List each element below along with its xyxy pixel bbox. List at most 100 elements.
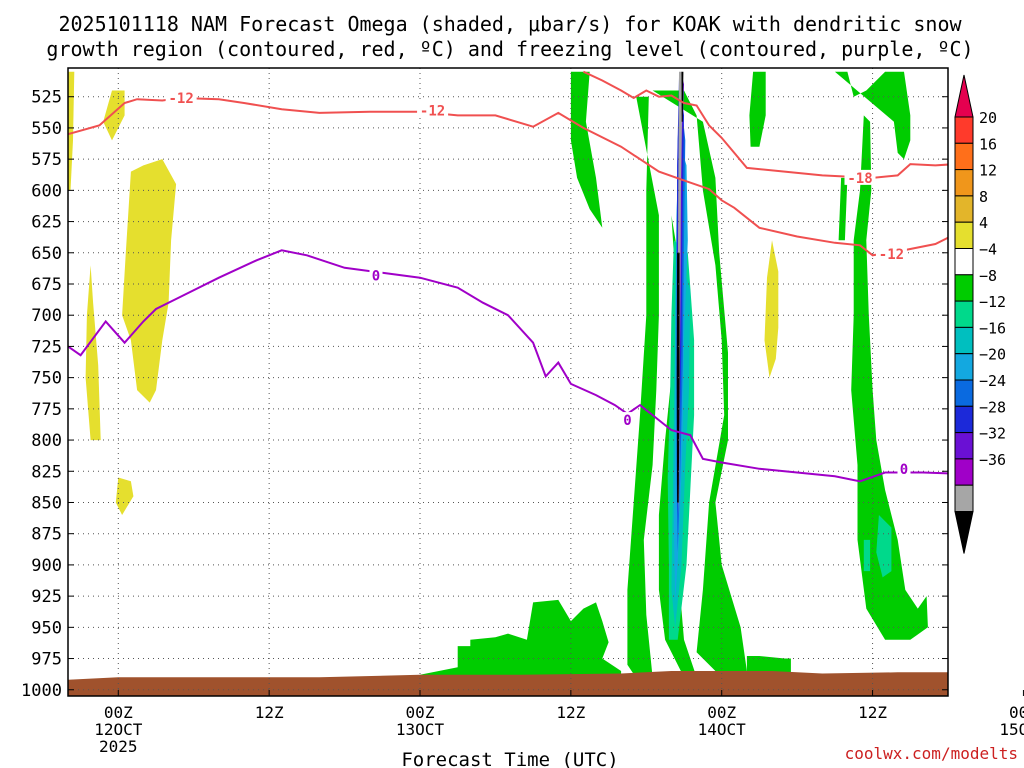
omega-region-1: [68, 71, 75, 191]
omega-region-5: [764, 240, 779, 378]
omega-region-14: [420, 599, 622, 684]
contour-label-bg-1-0: [844, 169, 876, 185]
y-tick-label-10: 775: [31, 400, 62, 420]
colorbar-segment-8: [954, 326, 974, 355]
credit-text: coolwx.com/modelts: [845, 744, 1018, 763]
x-tick-label-mid-0: 12OCT: [94, 720, 143, 739]
omega-region-13: [838, 177, 848, 241]
colorbar-segment-3: [954, 195, 974, 223]
y-tick-label-2: 575: [31, 150, 62, 170]
y-tick-label-19: 1000: [21, 681, 62, 701]
contour-label-0-0: -12: [168, 91, 193, 107]
colorbar-segment-13: [954, 458, 974, 486]
contour-label-2-1: 0: [623, 413, 631, 429]
y-tick-label-11: 800: [31, 431, 62, 451]
y-tick-label-15: 900: [31, 556, 62, 576]
colorbar-label-9: −20: [979, 346, 1006, 364]
contour-label-bg-0-1: [417, 102, 449, 118]
x-tick-label-top-6: 00Z: [1009, 703, 1024, 722]
omega-region-0: [103, 90, 125, 141]
colorbar-label-0: 20: [979, 109, 997, 127]
contour-label-bg-2-2: [897, 460, 911, 476]
plot-area: -12 -12 -12 -18 0 0 0: [68, 68, 948, 696]
colorbar-segment-6: [954, 274, 974, 302]
colorbar-segment-1: [954, 142, 974, 171]
contour-line-1: [582, 70, 948, 179]
y-tick-label-4: 625: [31, 213, 62, 233]
colorbar-label-2: 12: [979, 162, 997, 180]
omega-region-2: [122, 159, 177, 403]
colorbar-label-5: −4: [979, 241, 997, 259]
colorbar-segment-0: [954, 116, 974, 144]
x-tick-label-top-4: 00Z: [707, 703, 736, 722]
x-tick-label-mid-6: 15OCT: [999, 720, 1024, 739]
colorbar-segment-7: [954, 300, 974, 328]
omega-region-6: [570, 71, 603, 228]
colorbar-label-6: −8: [979, 267, 997, 285]
omega-region-7: [652, 90, 747, 678]
x-tick-label-top-5: 12Z: [858, 703, 887, 722]
contour-label-bg-0-0: [165, 89, 197, 105]
x-axis-label: Forecast Time (UTC): [401, 749, 618, 768]
colorbar-label-3: 8: [979, 188, 988, 206]
colorbar: 20 16 12 8 4 −4 −8 −12 −16 −20 −24 −28 −32 −36: [954, 74, 1006, 554]
x-tick-label-mid-4: 14OCT: [698, 720, 747, 739]
y-tick-label-12: 825: [31, 462, 62, 482]
contour-label-0-1: -12: [420, 103, 445, 119]
colorbar-label-12: −32: [979, 425, 1006, 443]
colorbar-label-10: −24: [979, 372, 1006, 390]
y-tick-label-14: 875: [31, 525, 62, 545]
y-tick-label-9: 750: [31, 369, 62, 389]
y-tick-label-8: 725: [31, 337, 62, 357]
contour-line-0: [68, 96, 948, 257]
colorbar-label-8: −16: [979, 319, 1006, 337]
omega-region-11: [834, 71, 911, 160]
colorbar-label-4: 4: [979, 214, 988, 232]
colorbar-label-7: −12: [979, 293, 1006, 311]
y-tick-label-0: 525: [31, 88, 62, 108]
omega-region-26: [681, 71, 684, 122]
omega-region-18: [863, 539, 871, 572]
y-tick-label-13: 850: [31, 493, 62, 513]
contour-line-2: [68, 249, 948, 483]
omega-region-17: [876, 515, 892, 578]
x-tick-label-top-2: 00Z: [406, 703, 435, 722]
colorbar-segment-9: [954, 353, 974, 381]
y-tick-label-3: 600: [31, 181, 62, 201]
x-tick-label-top-1: 12Z: [255, 703, 284, 722]
contour-label-bg-2-0: [369, 267, 383, 283]
y-tick-label-18: 975: [31, 650, 62, 670]
y-tick-label-1: 550: [31, 119, 62, 139]
plot-content: -12 -12 -12 -18 0 0 0: [68, 68, 948, 696]
colorbar-label-1: 16: [979, 135, 997, 153]
terrain-fill: [68, 671, 948, 696]
y-tick-label-16: 925: [31, 587, 62, 607]
contour-label-1-0: -18: [847, 171, 872, 187]
x-tick-label-top-0: 00Z: [104, 703, 133, 722]
colorbar-segment-10: [954, 379, 974, 407]
omega-region-9: [627, 96, 659, 684]
axes: 5255505756006256506757007257507758008258…: [21, 67, 1024, 756]
omega-region-12: [851, 115, 928, 640]
colorbar-segment-4: [954, 221, 974, 249]
omega-region-3: [85, 265, 101, 441]
contour-label-2-2: 0: [900, 462, 908, 478]
contour-label-2-0: 0: [372, 268, 380, 284]
chart-title-line1: 2025101118 NAM Forecast Omega (shaded, μ…: [58, 12, 962, 36]
colorbar-segment-11: [954, 405, 974, 434]
colorbar-label-11: −28: [979, 398, 1006, 416]
colorbar-segment-14: [954, 484, 974, 513]
y-tick-label-7: 700: [31, 306, 62, 326]
y-tick-label-6: 675: [31, 275, 62, 295]
contour-label-bg-0-2: [875, 246, 907, 262]
omega-region-4: [115, 477, 134, 515]
colorbar-label-13: −36: [979, 451, 1006, 469]
contour-label-0-2: -12: [879, 247, 904, 263]
x-tick-label-mid-2: 13OCT: [396, 720, 445, 739]
x-tick-label-bot-0: 2025: [99, 737, 138, 756]
contour-label-bg-2-1: [620, 412, 634, 428]
colorbar-segment-12: [954, 432, 974, 460]
colorbar-arrow-bottom: [954, 511, 974, 554]
colorbar-segment-2: [954, 169, 974, 197]
